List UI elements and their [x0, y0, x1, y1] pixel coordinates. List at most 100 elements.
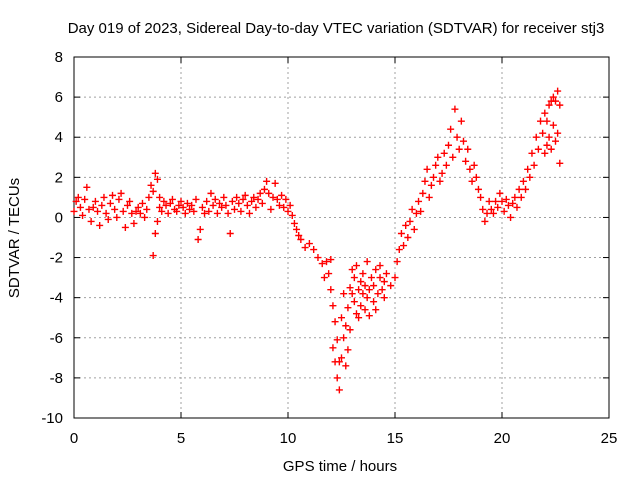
data-point-marker	[87, 217, 95, 225]
data-point-marker	[532, 133, 540, 141]
data-point-marker	[442, 161, 450, 169]
data-point-marker	[477, 193, 485, 201]
data-point-marker	[243, 201, 251, 209]
data-point-marker	[117, 189, 125, 197]
data-point-marker	[359, 290, 367, 298]
data-point-marker	[539, 129, 547, 137]
data-point-marker	[245, 209, 253, 217]
data-point-marker	[474, 185, 482, 193]
data-point-marker	[222, 201, 230, 209]
data-point-marker	[511, 193, 519, 201]
data-point-marker	[278, 191, 286, 199]
data-point-marker	[517, 193, 525, 201]
data-point-marker	[419, 189, 427, 197]
data-point-marker	[160, 197, 168, 205]
data-point-marker	[181, 209, 189, 217]
data-point-marker	[494, 203, 502, 211]
data-point-marker	[301, 244, 309, 252]
data-point-marker	[417, 207, 425, 215]
data-point-marker	[370, 298, 378, 306]
data-point-marker	[372, 306, 380, 314]
data-point-marker	[545, 101, 553, 109]
data-point-marker	[329, 302, 337, 310]
data-point-marker	[440, 149, 448, 157]
data-point-marker	[487, 205, 495, 213]
data-point-marker	[237, 207, 245, 215]
data-point-marker	[143, 205, 151, 213]
data-point-marker	[149, 187, 157, 195]
data-point-marker	[275, 201, 283, 209]
data-point-marker	[402, 221, 410, 229]
data-point-marker	[138, 199, 146, 207]
data-point-marker	[352, 310, 360, 318]
data-point-marker	[342, 322, 350, 330]
data-point-marker	[470, 161, 478, 169]
data-point-marker	[153, 217, 161, 225]
data-point-marker	[233, 193, 241, 201]
data-point-marker	[98, 201, 106, 209]
data-point-marker	[194, 236, 202, 244]
data-point-marker	[537, 117, 545, 125]
data-point-marker	[350, 298, 358, 306]
data-point-marker	[479, 205, 487, 213]
data-point-marker	[449, 153, 457, 161]
data-point-marker	[205, 207, 213, 215]
data-point-marker	[415, 197, 423, 205]
data-point-marker	[147, 181, 155, 189]
data-point-marker	[453, 133, 461, 141]
data-point-marker	[504, 201, 512, 209]
data-point-marker	[457, 117, 465, 125]
data-point-marker	[113, 213, 121, 221]
data-point-marker	[507, 213, 515, 221]
data-point-marker	[552, 97, 559, 105]
data-point-marker	[434, 153, 442, 161]
data-point-marker	[352, 262, 360, 270]
data-point-marker	[106, 199, 114, 207]
data-point-marker	[173, 207, 181, 215]
data-point-marker	[355, 314, 363, 322]
data-point-marker	[201, 209, 209, 217]
data-point-marker	[198, 203, 206, 211]
data-point-marker	[293, 225, 301, 233]
data-point-marker	[89, 203, 97, 211]
data-point-marker	[348, 266, 356, 274]
data-point-marker	[357, 278, 365, 286]
data-point-marker	[109, 191, 117, 199]
data-point-marker	[489, 209, 497, 217]
data-point-marker	[323, 258, 331, 266]
data-point-marker	[554, 129, 562, 137]
data-point-marker	[472, 173, 480, 181]
data-point-marker	[295, 231, 303, 239]
y-tick-label: -10	[41, 410, 63, 427]
data-point-marker	[502, 195, 510, 203]
x-tick-label: 10	[280, 430, 297, 447]
data-point-marker	[320, 274, 328, 282]
data-point-marker	[297, 236, 305, 244]
data-point-marker	[528, 149, 536, 157]
axis-ticks: 0 5 10 15 20 25 -10 -8 -6 -4 -2 0 2 4 6 8	[41, 49, 617, 447]
data-point-marker	[554, 87, 562, 95]
data-point-marker	[218, 203, 226, 211]
data-point-marker	[186, 205, 194, 213]
data-point-marker	[192, 195, 200, 203]
data-point-marker	[549, 93, 557, 101]
data-point-marker	[350, 274, 358, 282]
data-point-marker	[367, 274, 375, 282]
data-point-marker	[85, 205, 93, 213]
data-point-marker	[216, 199, 224, 207]
data-point-marker	[455, 145, 463, 153]
data-point-marker	[372, 266, 380, 274]
data-point-marker	[119, 207, 127, 215]
data-point-marker	[522, 185, 530, 193]
data-point-marker	[164, 209, 172, 217]
data-point-marker	[96, 221, 104, 229]
data-point-marker	[363, 294, 371, 302]
data-point-marker	[340, 334, 348, 342]
data-point-marker	[211, 195, 219, 203]
data-point-marker	[235, 199, 243, 207]
data-point-marker	[335, 358, 343, 366]
data-point-marker	[552, 137, 559, 145]
data-point-marker	[168, 195, 176, 203]
data-point-marker	[94, 207, 102, 215]
data-point-marker	[72, 197, 80, 205]
